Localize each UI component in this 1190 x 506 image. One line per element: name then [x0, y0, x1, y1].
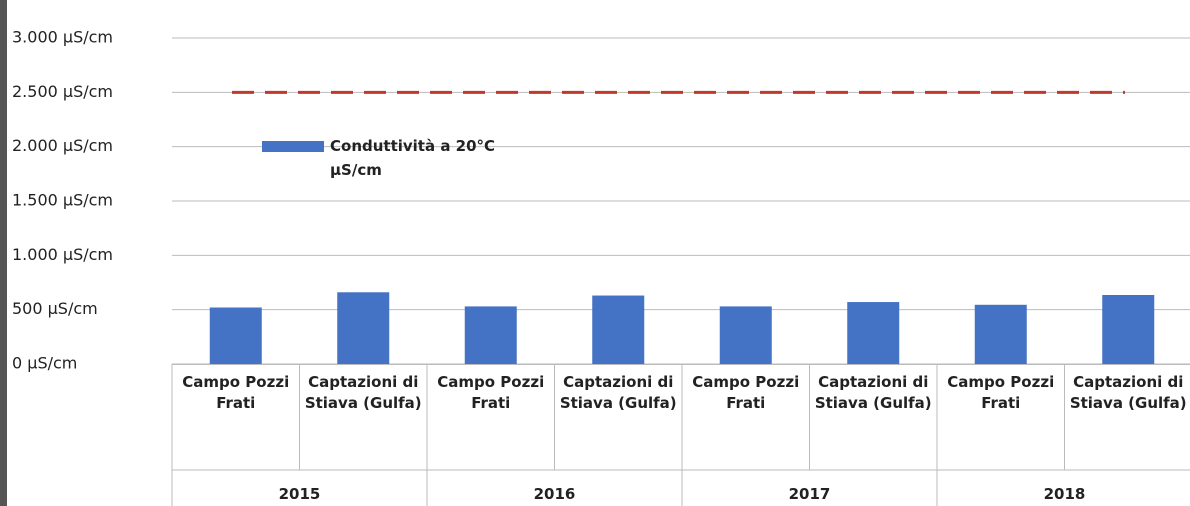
bar	[337, 292, 390, 364]
y-tick-label: 1.500 µS/cm	[12, 191, 113, 210]
bar	[974, 304, 1027, 364]
y-tick-label: 0 µS/cm	[12, 354, 77, 373]
group-label: 2016	[533, 485, 576, 503]
x-tick-label: Captazioni di Stiava (Gulfa)	[1069, 373, 1187, 412]
bar	[1102, 294, 1155, 364]
bar	[464, 306, 517, 364]
y-tick-label: 1.000 µS/cm	[12, 245, 113, 264]
x-tick-label: Campo Pozzi Frati	[947, 373, 1055, 412]
legend-label: Conduttività a 20°C µS/cm	[330, 137, 496, 179]
x-tick-label: Campo Pozzi Frati	[437, 373, 545, 412]
bar	[209, 307, 262, 364]
bar	[847, 302, 900, 364]
x-tick-label: Captazioni di Stiava (Gulfa)	[304, 373, 422, 412]
frame-edge	[0, 0, 7, 506]
bar	[719, 306, 772, 364]
x-tick-label: Campo Pozzi Frati	[182, 373, 290, 412]
x-tick-label: Captazioni di Stiava (Gulfa)	[814, 373, 932, 412]
legend-swatch	[262, 141, 324, 152]
bar	[592, 295, 645, 364]
x-tick-label: Captazioni di Stiava (Gulfa)	[559, 373, 677, 412]
group-label: 2018	[1043, 485, 1086, 503]
y-tick-label: 3.000 µS/cm	[12, 28, 113, 47]
x-tick-label: Campo Pozzi Frati	[692, 373, 800, 412]
y-tick-label: 2.000 µS/cm	[12, 136, 113, 155]
y-tick-label: 2.500 µS/cm	[12, 82, 113, 101]
group-label: 2015	[278, 485, 321, 503]
group-label: 2017	[788, 485, 831, 503]
y-tick-label: 500 µS/cm	[12, 299, 98, 318]
